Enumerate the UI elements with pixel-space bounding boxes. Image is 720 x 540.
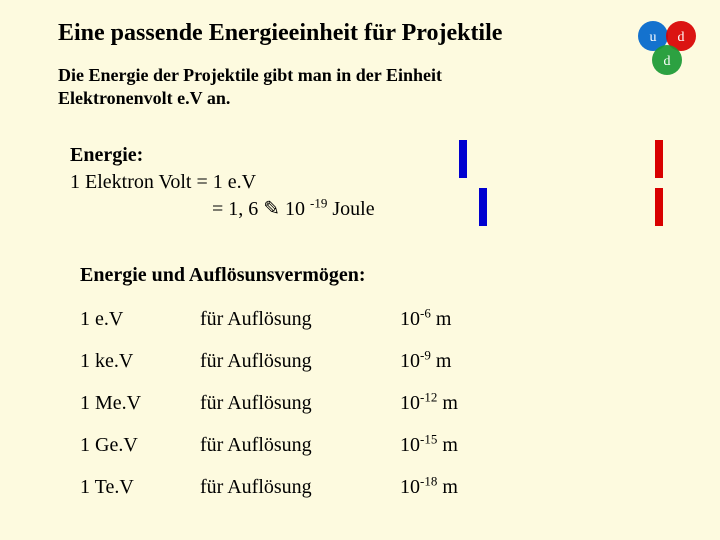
- table-row: 1 Ge.Vfür Auflösung10-15 m: [80, 434, 520, 476]
- resolution-cell: 10-18 m: [400, 476, 520, 499]
- svg-text:d: d: [678, 30, 685, 45]
- blue-bar: [479, 188, 487, 226]
- subtitle: Die Energie der Projektile gibt man in d…: [58, 64, 442, 109]
- label-cell: für Auflösung: [200, 392, 400, 415]
- section-heading: Energie und Auflösunsvermögen:: [80, 264, 366, 287]
- label-cell: für Auflösung: [200, 476, 400, 499]
- energy-heading: Energie:: [70, 142, 375, 169]
- unit-cell: 1 Ge.V: [80, 434, 200, 457]
- unit-cell: 1 Me.V: [80, 392, 200, 415]
- multiply-icon: ✎: [263, 198, 280, 220]
- quark-icon: udd: [630, 16, 702, 88]
- energy-line1: 1 Elektron Volt = 1 e.V: [70, 169, 375, 196]
- energy-line2-exp: -19: [310, 195, 327, 210]
- unit-cell: 1 Te.V: [80, 476, 200, 499]
- unit-cell: 1 ke.V: [80, 350, 200, 373]
- label-cell: für Auflösung: [200, 350, 400, 373]
- unit-cell: 1 e.V: [80, 308, 200, 331]
- resolution-table: 1 e.Vfür Auflösung10-6 m1 ke.Vfür Auflös…: [80, 308, 520, 518]
- label-cell: für Auflösung: [200, 434, 400, 457]
- red-bar: [655, 188, 663, 226]
- resolution-cell: 10-9 m: [400, 350, 520, 373]
- table-row: 1 Te.Vfür Auflösung10-18 m: [80, 476, 520, 518]
- table-row: 1 e.Vfür Auflösung10-6 m: [80, 308, 520, 350]
- energy-line2-pre: = 1, 6: [212, 198, 263, 220]
- resolution-cell: 10-12 m: [400, 392, 520, 415]
- energy-definition: Energie: 1 Elektron Volt = 1 e.V = 1, 6 …: [70, 142, 375, 223]
- page-title: Eine passende Energieeinheit für Projekt…: [58, 20, 502, 47]
- table-row: 1 Me.Vfür Auflösung10-12 m: [80, 392, 520, 434]
- energy-line2: = 1, 6 ✎ 10 -19 Joule: [70, 196, 375, 223]
- resolution-cell: 10-6 m: [400, 308, 520, 331]
- svg-text:d: d: [664, 54, 671, 69]
- energy-line2-mid: 10: [280, 198, 310, 220]
- svg-text:u: u: [650, 30, 657, 45]
- table-row: 1 ke.Vfür Auflösung10-9 m: [80, 350, 520, 392]
- resolution-cell: 10-15 m: [400, 434, 520, 457]
- blue-bar: [459, 140, 467, 178]
- energy-line2-post: Joule: [327, 198, 374, 220]
- label-cell: für Auflösung: [200, 308, 400, 331]
- red-bar: [655, 140, 663, 178]
